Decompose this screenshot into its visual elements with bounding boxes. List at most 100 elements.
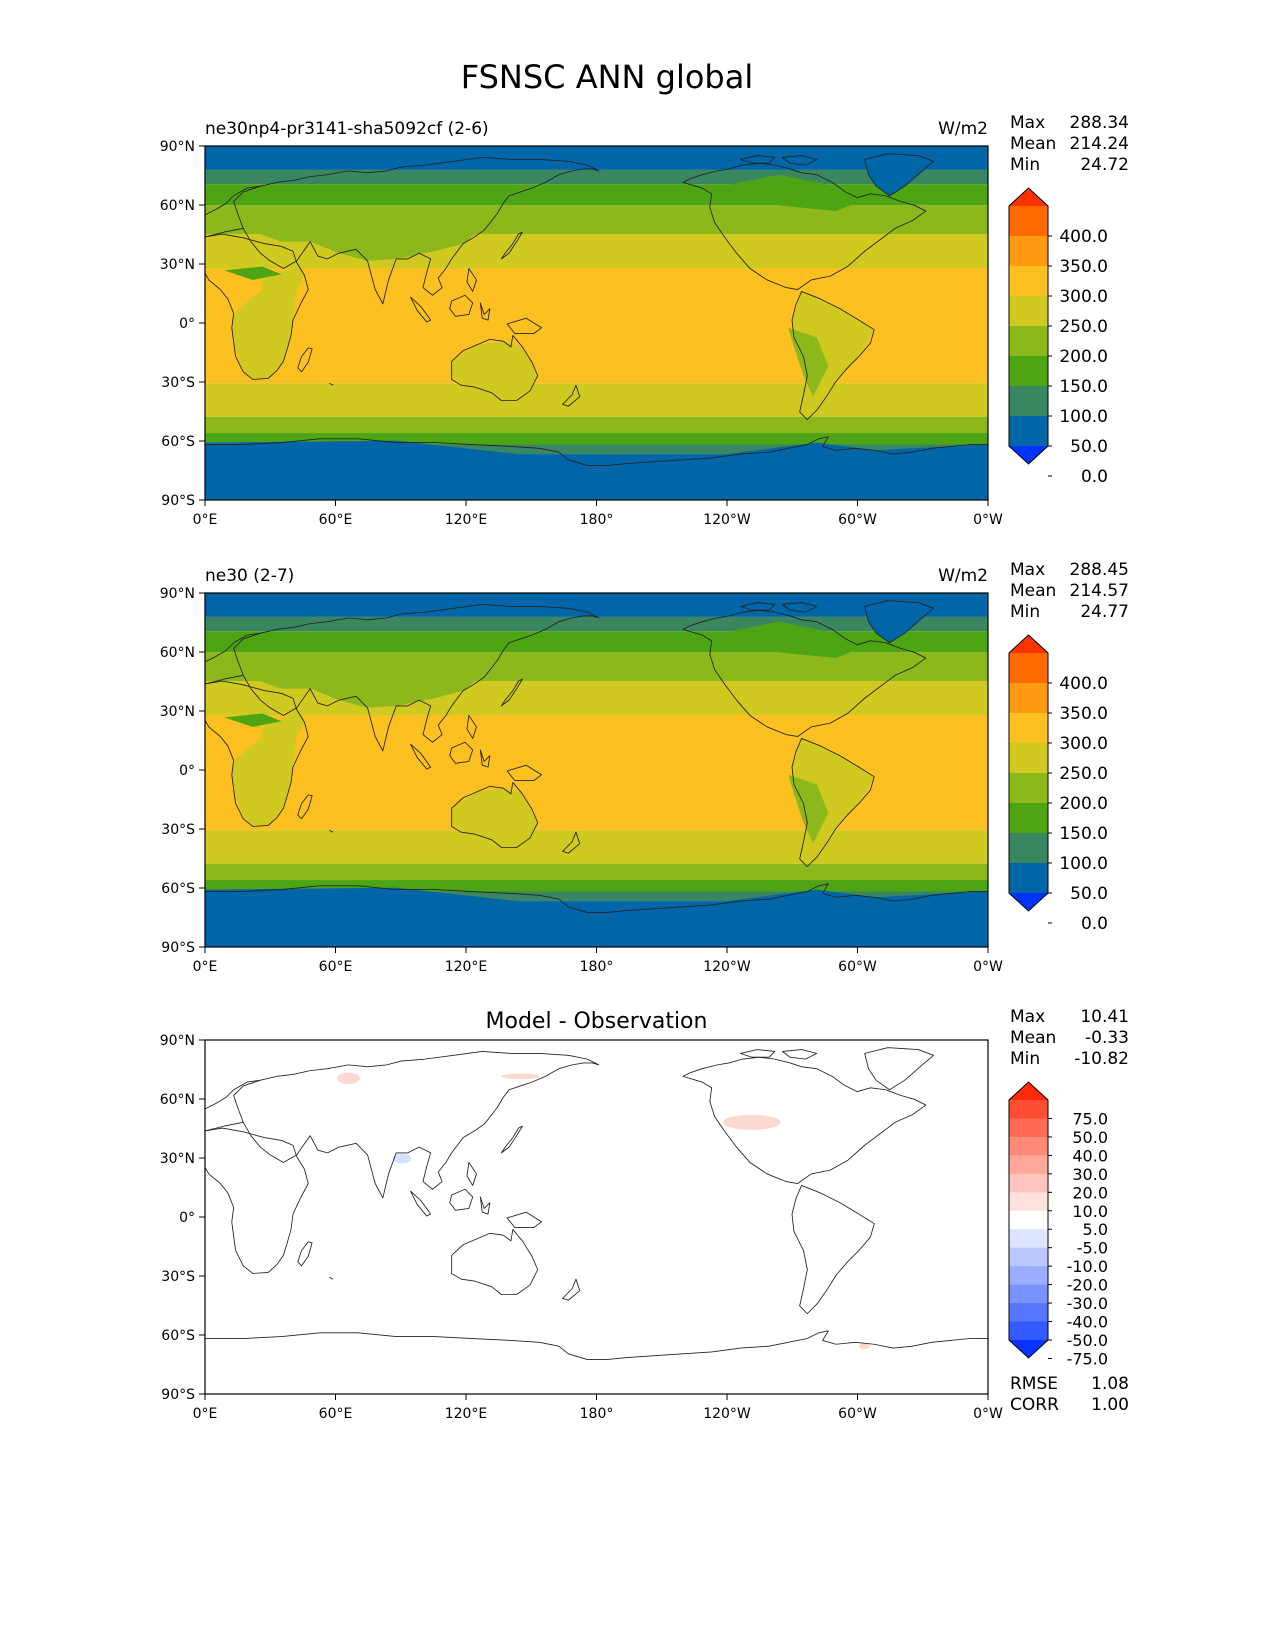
lat-tick-label: 60°N	[160, 645, 195, 661]
colorbar-segment	[1009, 386, 1048, 417]
lat-tick-label: 0°	[179, 316, 195, 332]
lon-tick-label: 120°E	[445, 1406, 488, 1422]
colorbar-tick-label: 150.0	[1059, 377, 1108, 397]
field-band	[205, 146, 988, 170]
lon-tick-label: 0°E	[193, 512, 218, 528]
stat-value-max: 288.34	[1070, 113, 1129, 133]
colorbar-segment	[1009, 773, 1048, 804]
lat-tick-label: 60°N	[160, 1092, 195, 1108]
colorbar-tick-label: 5.0	[1083, 1220, 1108, 1239]
map-field	[205, 593, 988, 947]
field-band	[205, 880, 988, 892]
colorbar-tick-label: 50.0	[1072, 1128, 1108, 1147]
field-band	[205, 863, 988, 881]
stat-label-min: Min	[1010, 1049, 1040, 1069]
colorbar-tick-label: 250.0	[1059, 317, 1108, 337]
colorbar-segment	[1009, 1266, 1048, 1286]
colorbar-extend-max	[1009, 188, 1048, 206]
lat-tick-label: 60°N	[160, 198, 195, 214]
colorbar-tick-label: 150.0	[1059, 824, 1108, 844]
colorbar-tick-label: 250.0	[1059, 764, 1108, 784]
colorbar-tick-label: 350.0	[1059, 704, 1108, 724]
colorbar-tick-label: 0.0	[1081, 914, 1108, 934]
colorbar-tick-label: 300.0	[1059, 287, 1108, 307]
stat-value-min: 24.72	[1080, 155, 1129, 175]
field-band	[205, 433, 988, 445]
colorbar-tick-label: 50.0	[1070, 884, 1108, 904]
stat-label-min: Min	[1010, 602, 1040, 622]
metric-value-corr: 1.00	[1091, 1395, 1129, 1415]
stat-label-mean: Mean	[1010, 581, 1056, 601]
lat-tick-label: 90°S	[161, 493, 195, 509]
lat-tick-label: 30°S	[161, 1269, 195, 1285]
map-plot-area	[205, 1040, 989, 1394]
lat-tick-label: 0°	[179, 1210, 195, 1226]
stat-value-mean: 214.57	[1070, 581, 1129, 601]
eurasia-land-field	[205, 209, 492, 261]
lon-tick-label: 120°W	[703, 512, 751, 528]
colorbar: 400.0 350.0 300.0 250.0 200.0 150.0 100.0 50.0 0…	[1008, 634, 1108, 934]
colorbar-segment	[1009, 683, 1048, 714]
field-band	[205, 184, 988, 206]
lat-tick-label: 30°N	[160, 704, 195, 720]
colorbar: 75.050.040.030.020.010.05.0-5.0-10.0-20.…	[1008, 1081, 1108, 1368]
lat-tick-label: 90°N	[160, 139, 195, 155]
lon-tick-label: 0°E	[193, 1406, 218, 1422]
colorbar-segment	[1009, 1229, 1048, 1249]
colorbar-segment	[1009, 356, 1048, 387]
lon-tick-label: 0°W	[973, 959, 1003, 975]
colorbar-segment	[1009, 206, 1048, 237]
colorbar-tick-label: 100.0	[1059, 854, 1108, 874]
australia-land-field	[451, 788, 538, 848]
lat-tick-label: 30°N	[160, 257, 195, 273]
map-plot-area	[205, 593, 989, 947]
difference-region	[858, 1343, 871, 1350]
lat-tick-label: 30°S	[161, 375, 195, 391]
stat-label-max: Max	[1010, 1007, 1045, 1027]
colorbar-tick-label: -20.0	[1067, 1276, 1108, 1295]
colorbar-segment	[1009, 1173, 1048, 1193]
colorbar-segment	[1009, 266, 1048, 297]
field-band	[205, 383, 988, 417]
colorbar-segment	[1009, 326, 1048, 357]
field-band	[205, 444, 988, 455]
metric-label-corr: CORR	[1010, 1395, 1059, 1415]
colorbar-tick-label: -75.0	[1067, 1349, 1108, 1368]
lat-tick-label: 60°S	[161, 1328, 195, 1344]
panel-stats: Max 288.45 Mean 214.57 Min 24.77	[1010, 560, 1129, 622]
colorbar-tick-label: 200.0	[1059, 794, 1108, 814]
field-band	[205, 891, 988, 902]
colorbar-segment	[1009, 1118, 1048, 1138]
lon-tick-label: 180°	[580, 512, 614, 528]
map-panel-diff: 90°N 60°N 30°N 0° 30°S 60°S 90°S 0°E 60°E 120°E 18…	[160, 1007, 1129, 1422]
field-band	[205, 830, 988, 864]
panel-left-title: ne30np4-pr3141-sha5092cf (2-6)	[205, 119, 489, 139]
lon-tick-label: 180°	[580, 1406, 614, 1422]
colorbar-segment	[1009, 1247, 1048, 1267]
africa-land-field	[231, 289, 297, 380]
colorbar-tick-label: -40.0	[1067, 1313, 1108, 1332]
stat-label-max: Max	[1010, 113, 1045, 133]
colorbar-extend-min	[1009, 1340, 1048, 1358]
map-plot-area	[205, 146, 989, 501]
lat-tick-label: 0°	[179, 763, 195, 779]
colorbar-segment	[1009, 713, 1048, 744]
metric-value-rmse: 1.08	[1091, 1374, 1129, 1394]
metric-label-rmse: RMSE	[1010, 1374, 1058, 1394]
greenland-land-field	[864, 153, 934, 196]
colorbar-tick-label: -5.0	[1077, 1239, 1108, 1258]
lat-tick-label: 90°S	[161, 940, 195, 956]
colorbar-tick-label: 20.0	[1072, 1183, 1108, 1202]
colorbar-extend-min	[1009, 893, 1048, 911]
stat-value-mean: -0.33	[1085, 1028, 1129, 1048]
stat-value-max: 10.41	[1080, 1007, 1129, 1027]
colorbar-tick-label: 10.0	[1072, 1202, 1108, 1221]
map-field	[205, 1040, 988, 1394]
colorbar-segment	[1009, 236, 1048, 267]
colorbar-extend-min	[1009, 446, 1048, 464]
colorbar-tick-label: -30.0	[1067, 1294, 1108, 1313]
colorbar-tick-label: -10.0	[1067, 1257, 1108, 1276]
stat-value-max: 288.45	[1070, 560, 1129, 580]
colorbar-segment	[1009, 863, 1048, 894]
